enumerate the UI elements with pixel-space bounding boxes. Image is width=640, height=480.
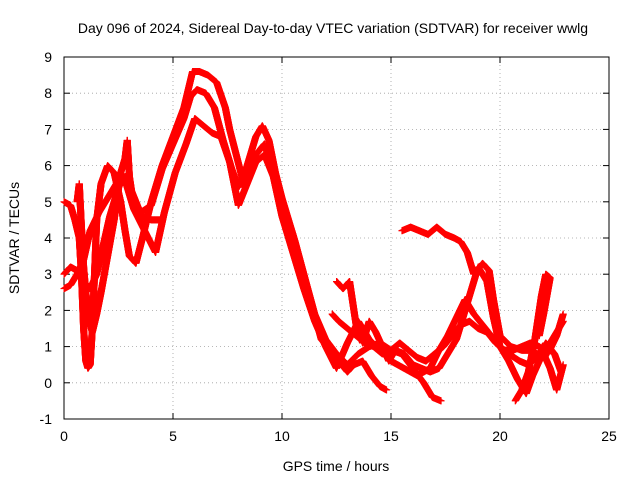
y-tick-label: 9 [44,49,52,65]
y-tick-label: 6 [44,158,52,174]
y-tick-label: 2 [44,302,52,318]
y-tick-label: 5 [44,194,52,210]
chart-title: Day 096 of 2024, Sidereal Day-to-day VTE… [78,20,588,36]
y-tick-label: -1 [40,411,53,427]
y-tick-label: 1 [44,339,52,355]
x-tick-label: 25 [601,428,617,444]
y-tick-label: 7 [44,121,52,137]
y-tick-label: 0 [44,375,52,391]
series-points [60,67,567,405]
x-tick-label: 5 [169,428,177,444]
grid [64,57,609,419]
y-tick-label: 3 [44,266,52,282]
x-tick-label: 20 [492,428,508,444]
x-tick-label: 0 [60,428,68,444]
x-tick-label: 15 [383,428,399,444]
y-tick-label: 4 [44,230,52,246]
y-tick-label: 8 [44,85,52,101]
ticks: 0 5 10 15 20 25 -1 0 1 2 3 4 5 6 7 8 9 [40,49,617,444]
x-tick-label: 10 [274,428,290,444]
